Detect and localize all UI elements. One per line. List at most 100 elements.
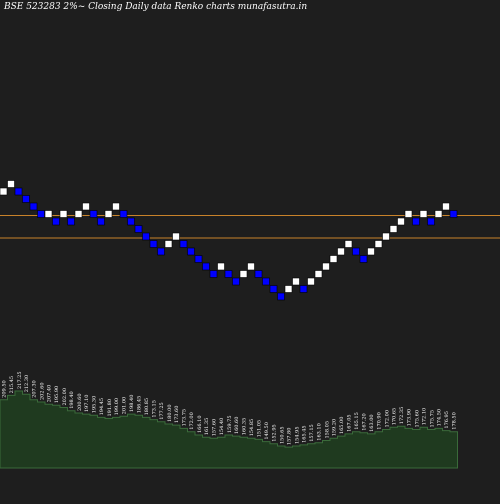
volume-label: 194.45 [99, 398, 105, 416]
volume-label: 172.00 [384, 410, 390, 428]
level-lines-layer [0, 215, 500, 239]
volume-label: 207.30 [32, 380, 38, 398]
down-brick [157, 247, 165, 256]
up-brick [239, 270, 248, 278]
up-brick [284, 285, 293, 293]
up-brick [74, 210, 83, 218]
volume-label: 201.00 [122, 397, 128, 415]
down-brick [262, 277, 270, 286]
volume-label: 157.60 [212, 419, 218, 437]
up-brick [382, 232, 390, 241]
volume-label: 160.35 [242, 418, 248, 436]
up-brick [322, 262, 330, 271]
volume-label: 170.90 [377, 412, 383, 430]
down-brick [97, 217, 105, 226]
volume-label: 151.05 [257, 420, 263, 438]
up-brick [292, 277, 300, 286]
up-brick [104, 210, 113, 218]
volume-label: 163.00 [369, 414, 375, 432]
volume-area [0, 390, 458, 469]
up-brick [0, 187, 8, 196]
up-brick [247, 262, 255, 271]
up-brick [44, 210, 53, 218]
volume-label: 199.00 [114, 398, 120, 416]
volume-label: 202.60 [39, 383, 45, 401]
volume-label: 149.50 [264, 422, 270, 440]
down-brick [352, 247, 360, 256]
down-brick [89, 210, 98, 218]
volume-label: 191.80 [107, 399, 113, 417]
up-brick [344, 240, 353, 248]
down-brick [142, 232, 150, 241]
volume-labels-layer: 209.50 215.45 217.25 212.30 207.30 202.60 207.… [2, 372, 458, 446]
down-brick [67, 217, 75, 226]
volume-label: 198.40 [69, 391, 75, 409]
volume-label: 172.35 [399, 407, 405, 425]
volume-label: 195.90 [54, 386, 60, 404]
up-brick [172, 232, 180, 241]
volume-label: 173.15 [152, 400, 158, 418]
volume-label: 167.05 [347, 414, 353, 432]
up-brick [404, 210, 413, 218]
volume-label: 154.40 [219, 418, 225, 436]
down-brick [14, 187, 23, 196]
volume-label: 207.40 [47, 385, 53, 403]
up-brick [112, 202, 120, 211]
up-brick [307, 277, 315, 286]
volume-label: 172.00 [189, 412, 195, 430]
volume-label: 163.10 [317, 423, 323, 441]
volume-label: 165.00 [339, 417, 345, 435]
volume-label: 170.65 [392, 408, 398, 426]
volume-label: 175.60 [414, 410, 420, 428]
down-brick [29, 202, 38, 211]
volume-label: 175.75 [429, 410, 435, 428]
volume-label: 159.20 [332, 419, 338, 437]
volume-label: 154.95 [294, 427, 300, 445]
volume-label: 157.80 [287, 428, 293, 446]
volume-label: 197.10 [84, 395, 90, 413]
volume-label: 217.25 [17, 372, 23, 390]
up-brick [367, 247, 375, 256]
volume-label: 200.60 [77, 394, 83, 412]
volume-label: 186.45 [137, 396, 143, 414]
volume-label: 178.50 [452, 412, 458, 430]
volume-label: 173.60 [174, 406, 180, 424]
volume-label: 172.10 [422, 408, 428, 426]
up-brick [59, 210, 68, 218]
volume-label: 166.10 [197, 416, 203, 434]
volume-label: 195.30 [92, 396, 98, 414]
volume-label: 167.20 [362, 413, 368, 431]
up-brick [7, 180, 15, 188]
volume-label: 177.25 [159, 402, 165, 420]
down-brick [412, 217, 420, 226]
down-brick [149, 240, 158, 248]
bricks-layer [0, 180, 458, 301]
down-brick [52, 217, 60, 226]
down-brick [209, 270, 218, 278]
volume-label: 161.35 [204, 418, 210, 436]
down-brick [449, 210, 458, 218]
down-brick [269, 285, 278, 293]
volume-label: 176.95 [444, 411, 450, 429]
volume-label: 165.45 [302, 425, 308, 443]
volume-label: 209.50 [2, 380, 8, 398]
up-brick [217, 262, 225, 271]
volume-label: 202.00 [62, 388, 68, 406]
up-brick [389, 225, 398, 233]
down-brick [299, 285, 308, 293]
volume-label: 174.50 [437, 409, 443, 427]
down-brick [254, 270, 263, 278]
volume-label: 154.85 [249, 419, 255, 437]
up-brick [397, 217, 405, 226]
down-brick [127, 217, 135, 226]
up-brick [82, 202, 90, 211]
down-brick [277, 292, 285, 301]
down-brick [22, 195, 30, 203]
down-brick [359, 255, 368, 263]
volume-label: 152.95 [272, 424, 278, 442]
down-brick [134, 225, 143, 233]
up-brick [314, 270, 323, 278]
down-brick [224, 270, 233, 278]
up-brick [164, 240, 173, 248]
